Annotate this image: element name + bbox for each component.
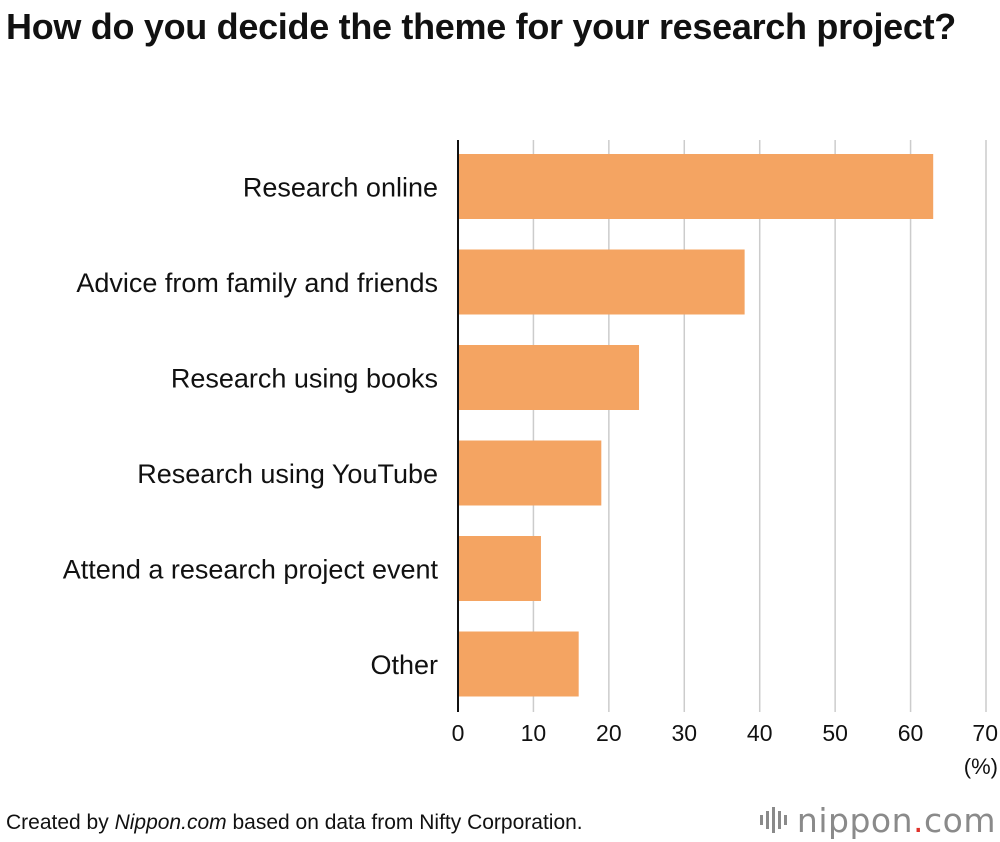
tick-labels: 0 10 20 30 40 50 60 70 [452, 720, 998, 746]
nippon-logo: nippon. com [759, 800, 996, 840]
logo-text-main: nippon [796, 800, 914, 840]
logo-dot: . [913, 800, 925, 840]
unit-label: (%) [964, 754, 998, 779]
category-labels: Research online Advice from family and fr… [63, 173, 439, 681]
x-tick-label: 30 [671, 720, 697, 746]
bar-chart: Research online Advice from family and fr… [63, 140, 998, 779]
bar [458, 536, 541, 601]
category-label: Research using YouTube [137, 459, 438, 489]
bar [458, 345, 640, 410]
source-note: Created by Nippon.com based on data from… [6, 808, 583, 838]
source-prefix: Created by [6, 811, 115, 834]
category-label: Other [370, 650, 438, 680]
logo-text-tld: com [924, 800, 996, 840]
bar [458, 154, 934, 219]
x-tick-label: 10 [521, 720, 547, 746]
category-label: Advice from family and friends [76, 268, 438, 298]
bar [458, 440, 602, 506]
category-label: Research using books [171, 364, 438, 394]
x-tick-label: 70 [972, 720, 998, 746]
sound-bars-icon [759, 807, 787, 833]
x-tick-label: 20 [596, 720, 622, 746]
x-tick-label: 60 [898, 720, 924, 746]
bars [458, 154, 934, 697]
x-tick-label: 40 [747, 720, 773, 746]
x-tick-label: 0 [452, 720, 465, 746]
gridlines [532, 140, 987, 712]
category-label: Attend a research project event [63, 555, 439, 585]
source-name: Nippon.com [114, 811, 227, 834]
chart-title: How do you decide the theme for your res… [6, 6, 956, 47]
source-suffix: based on data from Nifty Corporation. [226, 811, 583, 834]
bar [458, 631, 579, 697]
x-tick-label: 50 [822, 720, 848, 746]
category-label: Research online [243, 173, 438, 203]
bar [458, 249, 745, 315]
